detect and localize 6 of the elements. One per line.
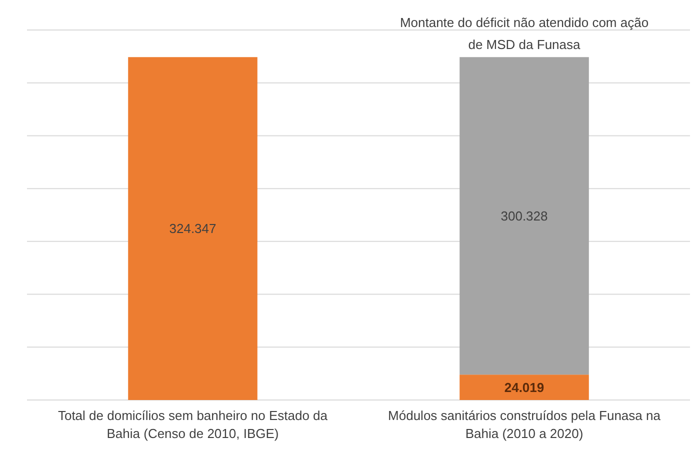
data-label: 24.019 <box>504 380 544 395</box>
data-label: 300.328 <box>500 208 548 224</box>
annotation: Montante do déficit não atendido com ação de MSD da Funasa <box>400 15 649 52</box>
data-label: 324.347 <box>169 221 216 236</box>
x-tick-label: Módulos sanitários construídos pela Funasa na Bahia (2010 a 2020) <box>388 408 662 441</box>
x-tick-label: Total de domicílios sem banheiro no Estado da Bahia (Censo de 2010, IBGE) <box>58 408 328 441</box>
